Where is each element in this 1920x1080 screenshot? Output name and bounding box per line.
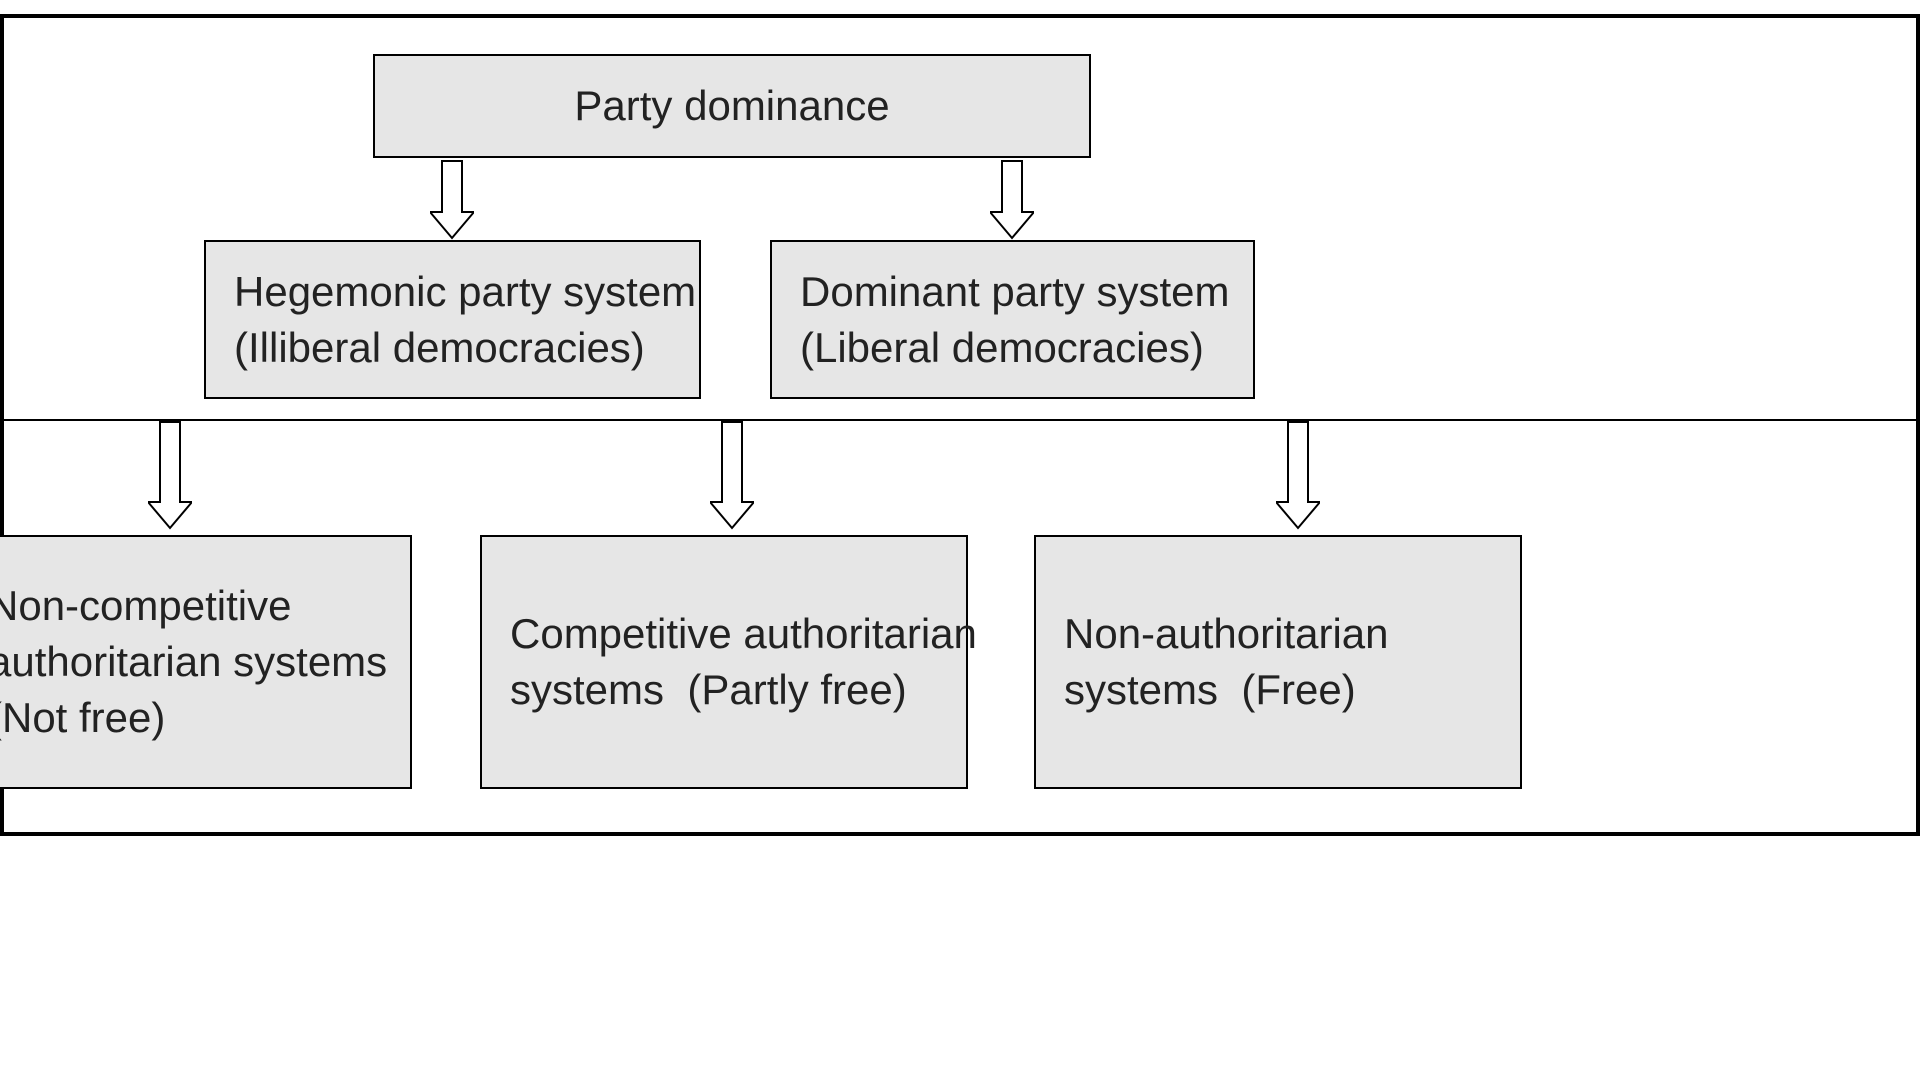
node-dominant: Dominant party system(Liberal democracie… <box>770 240 1255 399</box>
node-comp: Competitive authoritariansystems (Partly… <box>480 535 968 789</box>
node-hegemonic-line1: (Illiberal democracies) <box>234 320 671 376</box>
node-noncomp-line1: authoritarian systems <box>0 634 382 690</box>
arrow-a2 <box>990 160 1034 240</box>
node-hegemonic: Hegemonic party system(Illiberal democra… <box>204 240 701 399</box>
arrow-a4 <box>710 421 754 530</box>
arrow-a5 <box>1276 421 1320 530</box>
node-hegemonic-line0: Hegemonic party system <box>234 264 671 320</box>
arrow-a1 <box>430 160 474 240</box>
flowchart-canvas: Party dominance Hegemonic party system(Il… <box>0 0 1920 1080</box>
node-root-line0: Party dominance <box>574 78 889 134</box>
node-comp-line1: systems (Partly free) <box>510 662 938 718</box>
node-dominant-line0: Dominant party system <box>800 264 1225 320</box>
node-comp-line0: Competitive authoritarian <box>510 606 938 662</box>
node-noncomp-line2: (Not free) <box>0 690 382 746</box>
node-root: Party dominance <box>373 54 1091 158</box>
node-nonauth-line1: systems (Free) <box>1064 662 1492 718</box>
horizontal-divider <box>0 419 1920 421</box>
node-noncomp: Non-competitiveauthoritarian systems(Not… <box>0 535 412 789</box>
node-noncomp-line0: Non-competitive <box>0 578 382 634</box>
arrow-a3 <box>148 421 192 530</box>
node-nonauth: Non-authoritariansystems (Free) <box>1034 535 1522 789</box>
node-dominant-line1: (Liberal democracies) <box>800 320 1225 376</box>
node-nonauth-line0: Non-authoritarian <box>1064 606 1492 662</box>
